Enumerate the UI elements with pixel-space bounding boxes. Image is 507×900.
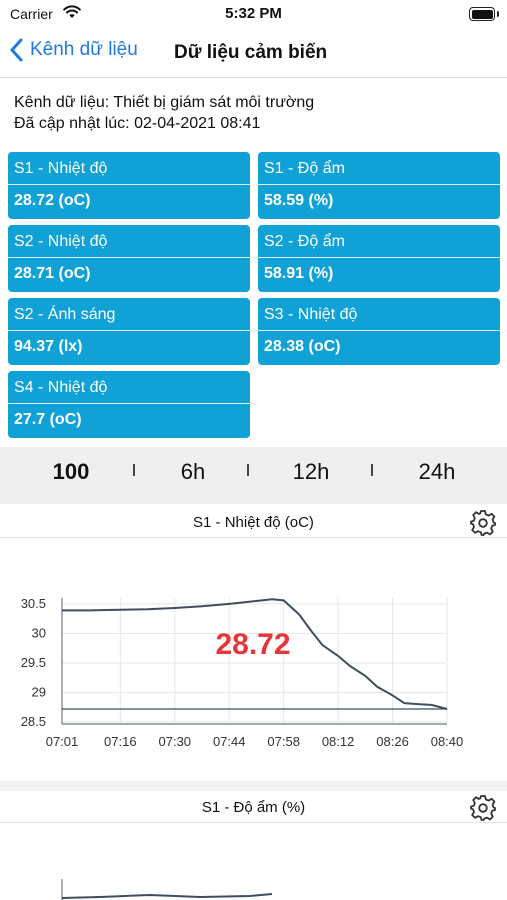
x-tick-label: 07:01 [46,734,79,749]
channel-name: Kênh dữ liệu: Thiết bị giám sát môi trườ… [14,94,315,111]
channel-info: Kênh dữ liệu: Thiết bị giám sát môi trườ… [14,92,314,134]
time-range-selector: 100 6h 12h 24h [0,447,507,504]
chart-separator [0,781,507,791]
y-tick-label: 29.5 [21,655,46,670]
sensor-value: 58.59 (%) [264,192,334,209]
segment-divider [133,464,135,476]
sensor-name: S3 - Nhiệt độ [258,298,500,331]
x-tick-label: 07:44 [213,734,246,749]
sensor-value: 28.38 (oC) [264,338,341,355]
sensor-value: 58.91 (%) [264,265,334,282]
gear-icon[interactable] [469,509,497,542]
sensor-name: S4 - Nhiệt độ [8,371,250,404]
x-tick-label: 08:26 [376,734,409,749]
back-button[interactable]: Kênh dữ liệu [10,38,138,62]
segment-divider [247,464,249,476]
sensor-tile[interactable]: S3 - Nhiệt độ 28.38 (oC) [258,298,500,365]
sensor-value: 94.37 (lx) [14,338,83,355]
y-tick-label: 28.5 [21,714,46,729]
sensor-name: S2 - Độ ẩm [258,225,500,258]
chart-header: S1 - Nhiệt độ (oC) [0,506,507,538]
sensor-tile[interactable]: S2 - Nhiệt độ 28.71 (oC) [8,225,250,292]
battery-icon [469,7,499,21]
back-button-label: Kênh dữ liệu [30,39,138,60]
y-tick-label: 30 [32,625,46,640]
page-title: Dữ liệu cảm biến [174,42,328,63]
sensor-value: 28.71 (oC) [14,265,91,282]
wifi-icon [63,5,81,24]
range-option-24h[interactable]: 24h [418,459,456,484]
range-option-100[interactable]: 100 [52,459,90,484]
chart-title: S1 - Nhiệt độ (oC) [193,514,314,531]
sensor-tile[interactable]: S1 - Độ ẩm 58.59 (%) [258,152,500,219]
sensor-name: S2 - Ánh sáng [8,298,250,331]
clock: 5:32 PM [225,5,282,22]
series-line [62,598,448,710]
segment-divider [371,464,373,476]
line-chart: 30.5 30 29.5 29 28.507:01 07:16 07:30 07:44 07:5… [21,596,464,749]
x-tick-label: 08:12 [322,734,355,749]
status-bar: Carrier 5:32 PM [0,0,507,30]
series-line-partial [61,893,273,899]
chart-title: S1 - Độ ẩm (%) [201,799,306,816]
sensor-name: S1 - Nhiệt độ [8,152,250,185]
range-option-12h[interactable]: 12h [292,459,330,484]
carrier-label: Carrier [10,6,53,22]
chart-header: S1 - Độ ẩm (%) [0,791,507,823]
line-chart [61,879,273,900]
sensor-name: S2 - Nhiệt độ [8,225,250,258]
y-tick-label: 29 [32,684,46,699]
sensor-tile[interactable]: S1 - Nhiệt độ 28.72 (oC) [8,152,250,219]
chevron-left-icon [10,38,23,62]
sensor-grid: S1 - Nhiệt độ 28.72 (oC) S1 - Độ ẩm 58.5… [8,152,500,438]
current-value-label: 28.72 [215,628,290,661]
sensor-name: S1 - Độ ẩm [258,152,500,185]
last-updated: Đã cập nhật lúc: 02-04-2021 08:41 [14,115,261,132]
sensor-value: 27.7 (oC) [14,411,82,428]
sensor-tile[interactable]: S2 - Ánh sáng 94.37 (lx) [8,298,250,365]
sensor-tile[interactable]: S4 - Nhiệt độ 27.7 (oC) [8,371,250,438]
navigation-bar: Kênh dữ liệu Dữ liệu cảm biến [0,30,507,78]
x-tick-label: 07:30 [159,734,192,749]
gear-icon[interactable] [469,794,497,827]
sensor-value: 28.72 (oC) [14,192,91,209]
x-tick-label: 08:40 [431,734,464,749]
sensor-tile[interactable]: S2 - Độ ẩm 58.91 (%) [258,225,500,292]
x-tick-label: 07:16 [104,734,137,749]
range-option-6h[interactable]: 6h [180,459,206,484]
x-tick-label: 07:58 [267,734,300,749]
y-tick-label: 30.5 [21,596,46,611]
